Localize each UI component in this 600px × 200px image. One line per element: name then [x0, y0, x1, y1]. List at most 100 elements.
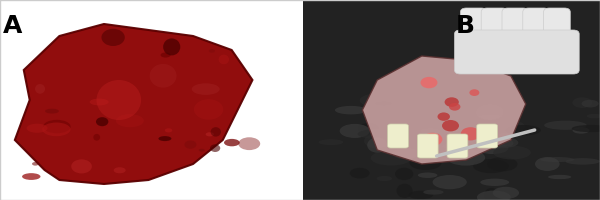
Ellipse shape — [395, 168, 413, 180]
Ellipse shape — [392, 148, 419, 159]
Ellipse shape — [113, 167, 125, 173]
Ellipse shape — [43, 120, 71, 133]
Ellipse shape — [35, 84, 45, 94]
Ellipse shape — [541, 157, 574, 162]
Ellipse shape — [420, 128, 440, 134]
Ellipse shape — [165, 128, 172, 132]
Ellipse shape — [206, 132, 214, 136]
Ellipse shape — [149, 64, 176, 88]
Text: B: B — [456, 14, 475, 38]
Ellipse shape — [572, 97, 592, 108]
Ellipse shape — [423, 190, 443, 195]
Ellipse shape — [71, 159, 92, 173]
Ellipse shape — [433, 175, 467, 189]
Ellipse shape — [358, 129, 401, 139]
FancyBboxPatch shape — [477, 124, 497, 148]
Ellipse shape — [476, 104, 503, 120]
Ellipse shape — [161, 52, 170, 58]
Ellipse shape — [490, 137, 518, 148]
Ellipse shape — [210, 144, 220, 152]
Ellipse shape — [319, 139, 343, 145]
Ellipse shape — [211, 127, 221, 137]
Ellipse shape — [442, 144, 461, 148]
Ellipse shape — [32, 162, 39, 166]
Ellipse shape — [340, 124, 370, 138]
Ellipse shape — [566, 158, 600, 165]
Ellipse shape — [224, 139, 240, 146]
FancyBboxPatch shape — [481, 8, 508, 60]
Ellipse shape — [367, 137, 388, 153]
Ellipse shape — [192, 83, 220, 95]
Ellipse shape — [437, 112, 450, 121]
Ellipse shape — [194, 99, 223, 120]
Ellipse shape — [449, 103, 460, 111]
Ellipse shape — [89, 99, 109, 105]
Ellipse shape — [397, 184, 413, 198]
Ellipse shape — [477, 191, 511, 200]
Ellipse shape — [451, 143, 470, 149]
FancyBboxPatch shape — [502, 8, 529, 60]
Ellipse shape — [421, 77, 437, 88]
Ellipse shape — [423, 133, 442, 146]
FancyBboxPatch shape — [544, 8, 570, 60]
Ellipse shape — [572, 127, 590, 134]
Ellipse shape — [360, 93, 401, 108]
Ellipse shape — [499, 133, 518, 137]
Ellipse shape — [445, 147, 465, 152]
FancyBboxPatch shape — [447, 134, 468, 158]
Ellipse shape — [477, 143, 508, 154]
Ellipse shape — [163, 38, 180, 55]
Ellipse shape — [101, 29, 125, 46]
Ellipse shape — [97, 80, 141, 120]
Ellipse shape — [116, 114, 144, 127]
Polygon shape — [15, 24, 253, 184]
Ellipse shape — [581, 100, 599, 107]
Ellipse shape — [377, 176, 392, 181]
Ellipse shape — [26, 124, 47, 133]
Ellipse shape — [548, 175, 571, 179]
Ellipse shape — [587, 114, 600, 118]
Ellipse shape — [482, 119, 525, 134]
Ellipse shape — [409, 191, 433, 199]
Ellipse shape — [572, 125, 600, 132]
Ellipse shape — [446, 150, 485, 166]
Ellipse shape — [96, 117, 109, 126]
Ellipse shape — [418, 173, 437, 178]
Ellipse shape — [473, 159, 509, 173]
Polygon shape — [362, 56, 526, 164]
Ellipse shape — [535, 157, 560, 171]
Text: A: A — [3, 14, 22, 38]
Ellipse shape — [484, 188, 499, 200]
Ellipse shape — [184, 140, 196, 149]
Ellipse shape — [218, 55, 229, 64]
Ellipse shape — [493, 187, 519, 199]
Ellipse shape — [375, 101, 392, 106]
Ellipse shape — [371, 151, 412, 166]
Ellipse shape — [445, 97, 459, 107]
Ellipse shape — [22, 173, 40, 180]
Ellipse shape — [335, 106, 367, 114]
Ellipse shape — [473, 115, 508, 127]
Ellipse shape — [461, 127, 481, 140]
Ellipse shape — [199, 149, 205, 152]
FancyBboxPatch shape — [460, 8, 487, 60]
Ellipse shape — [94, 134, 100, 141]
Ellipse shape — [209, 49, 215, 53]
Ellipse shape — [410, 156, 442, 170]
Ellipse shape — [358, 123, 379, 135]
Ellipse shape — [45, 109, 59, 114]
Ellipse shape — [364, 134, 391, 148]
Ellipse shape — [442, 120, 459, 131]
Ellipse shape — [505, 125, 541, 136]
Ellipse shape — [469, 89, 479, 96]
Ellipse shape — [158, 136, 172, 141]
FancyBboxPatch shape — [388, 124, 409, 148]
FancyBboxPatch shape — [418, 134, 438, 158]
Ellipse shape — [544, 121, 587, 130]
FancyBboxPatch shape — [523, 8, 550, 60]
FancyBboxPatch shape — [454, 30, 579, 74]
Ellipse shape — [484, 137, 513, 149]
Ellipse shape — [493, 146, 531, 159]
Ellipse shape — [481, 179, 509, 186]
Ellipse shape — [238, 137, 260, 150]
